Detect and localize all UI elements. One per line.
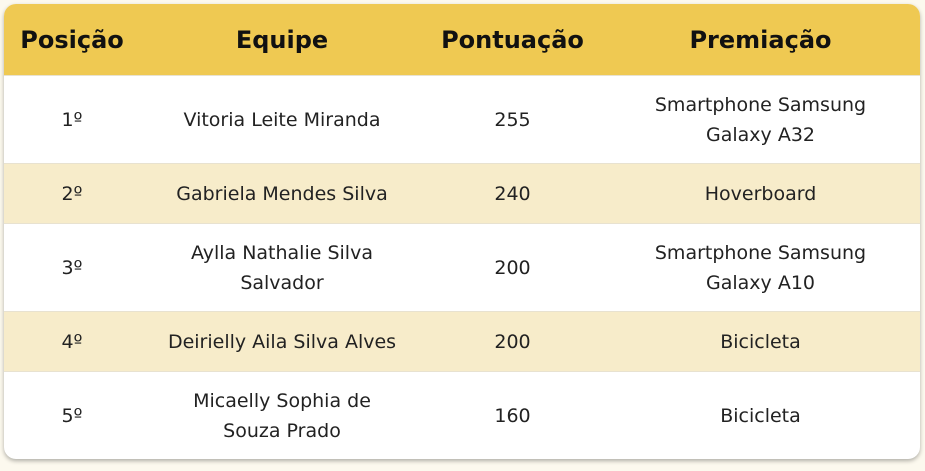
team-cell: Micaelly Sophia de Souza Prado: [140, 371, 424, 459]
position-cell: 3º: [4, 223, 140, 312]
score-cell: 200: [424, 311, 601, 372]
prize-cell: Bicicleta: [601, 311, 920, 372]
position-cell: 1º: [4, 75, 140, 164]
prize-cell: Bicicleta: [601, 371, 920, 459]
header-score: Pontuação: [424, 4, 601, 76]
header-team: Equipe: [140, 4, 424, 76]
ranking-table-container: Posição Equipe Pontuação Premiação 1º Vi…: [4, 4, 920, 459]
header-row: Posição Equipe Pontuação Premiação: [4, 4, 920, 76]
prize-cell: Smartphone Samsung Galaxy A10: [601, 223, 920, 312]
team-cell: Gabriela Mendes Silva: [140, 163, 424, 224]
score-cell: 255: [424, 75, 601, 164]
position-cell: 2º: [4, 163, 140, 224]
ranking-table: Posição Equipe Pontuação Premiação 1º Vi…: [4, 4, 920, 459]
prize-cell: Hoverboard: [601, 163, 920, 224]
table-row: 5º Micaelly Sophia de Souza Prado 160 Bi…: [4, 371, 920, 459]
prize-cell: Smartphone Samsung Galaxy A32: [601, 75, 920, 164]
score-cell: 240: [424, 163, 601, 224]
score-cell: 160: [424, 371, 601, 459]
table-row: 2º Gabriela Mendes Silva 240 Hoverboard: [4, 163, 920, 224]
team-cell: Deirielly Aila Silva Alves: [140, 311, 424, 372]
score-cell: 200: [424, 223, 601, 312]
table-row: 1º Vitoria Leite Miranda 255 Smartphone …: [4, 75, 920, 164]
table-row: 4º Deirielly Aila Silva Alves 200 Bicicl…: [4, 311, 920, 372]
position-cell: 5º: [4, 371, 140, 459]
team-cell: Vitoria Leite Miranda: [140, 75, 424, 164]
header-position: Posição: [4, 4, 140, 76]
position-cell: 4º: [4, 311, 140, 372]
header-prize: Premiação: [601, 4, 920, 76]
table-row: 3º Aylla Nathalie Silva Salvador 200 Sma…: [4, 223, 920, 312]
team-cell: Aylla Nathalie Silva Salvador: [140, 223, 424, 312]
